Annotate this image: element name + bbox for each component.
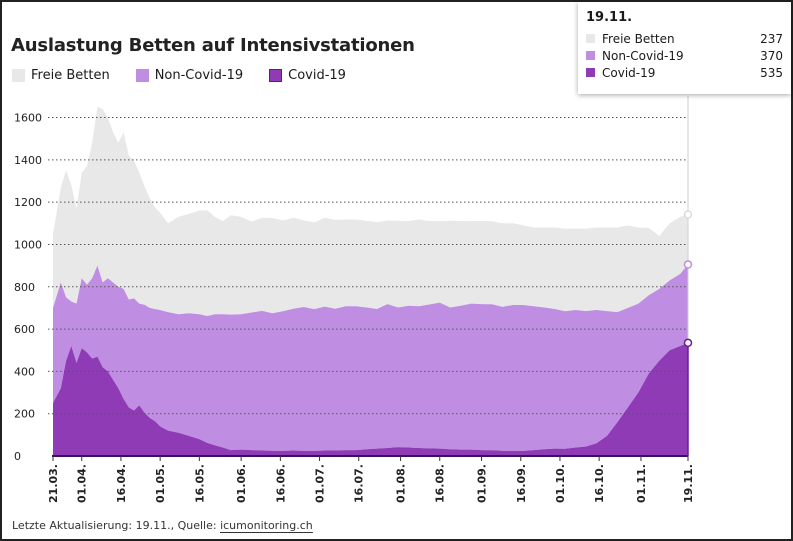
x-tick-label-14: 16.10. <box>593 464 606 503</box>
legend-item-freie-betten[interactable]: Freie Betten <box>12 68 110 83</box>
y-tick-label-1400: 1400 <box>14 154 42 167</box>
area-covid <box>53 342 688 456</box>
legend-label-covid: Covid-19 <box>288 68 346 83</box>
x-tick-label-5: 01.06. <box>235 464 248 503</box>
x-tick-label-3: 01.05. <box>154 464 167 503</box>
x-tick-label-7: 01.07. <box>314 464 327 503</box>
x-tick-label-1: 01.04. <box>76 464 89 503</box>
tooltip-row-covid: Covid-19 535 <box>586 64 783 81</box>
legend-label-non-covid: Non-Covid-19 <box>154 68 244 83</box>
legend: Freie Betten Non-Covid-19 Covid-19 <box>12 68 372 83</box>
y-tick-label-400: 400 <box>14 365 35 378</box>
x-tick-label-2: 16.04. <box>115 464 128 503</box>
chart-title: Auslastung Betten auf Intensivstationen <box>11 35 415 56</box>
tooltip-row-freie-betten: Freie Betten 237 <box>586 30 783 47</box>
footer-update-text: Letzte Aktualisierung: 19.11., Quelle: <box>12 519 221 532</box>
y-tick-label-1600: 1600 <box>14 112 42 125</box>
legend-item-non-covid[interactable]: Non-Covid-19 <box>135 68 244 83</box>
tooltip-date: 19.11. <box>586 10 633 25</box>
tooltip-swatch-covid <box>586 68 595 77</box>
tooltip-label-non-covid: Non-Covid-19 <box>602 48 684 63</box>
y-tick-label-800: 800 <box>14 281 35 294</box>
y-tick-label-600: 600 <box>14 323 35 336</box>
x-tick-label-15: 01.11. <box>635 464 648 503</box>
tooltip-value-covid: 535 <box>760 65 783 80</box>
legend-swatch-non-covid <box>135 69 149 82</box>
tooltip: 19.11. Freie Betten 237 Non-Covid-19 370… <box>578 2 791 94</box>
tooltip-label-freie-betten: Freie Betten <box>602 31 675 46</box>
source-link[interactable]: icumonitoring.ch <box>220 519 313 533</box>
y-tick-label-1200: 1200 <box>14 196 42 209</box>
tooltip-swatch-freie-betten <box>586 34 595 43</box>
legend-item-covid[interactable]: Covid-19 <box>269 68 346 83</box>
legend-swatch-covid <box>269 69 283 82</box>
tooltip-value-non-covid: 370 <box>760 48 783 63</box>
area-freie-betten <box>53 106 688 316</box>
marker-non-covid <box>683 260 693 269</box>
x-tick-label-11: 01.09. <box>476 464 489 503</box>
marker-covid <box>683 338 693 348</box>
tooltip-swatch-non-covid <box>586 51 595 60</box>
x-tick-label-6: 16.06. <box>274 464 287 503</box>
tooltip-row-non-covid: Non-Covid-19 370 <box>586 47 783 64</box>
footer: Letzte Aktualisierung: 19.11., Quelle: i… <box>12 519 313 533</box>
legend-label-freie-betten: Freie Betten <box>31 68 110 83</box>
y-tick-label-0: 0 <box>14 450 21 463</box>
x-tick-label-8: 16.07. <box>353 464 366 503</box>
area-non-covid <box>53 264 688 451</box>
x-tick-label-4: 16.05. <box>193 464 206 503</box>
tooltip-value-freie-betten: 237 <box>760 31 783 46</box>
y-tick-label-1000: 1000 <box>14 238 42 251</box>
y-tick-label-200: 200 <box>14 408 35 421</box>
legend-swatch-freie-betten <box>12 69 25 82</box>
tooltip-label-covid: Covid-19 <box>602 65 656 80</box>
marker-freie-betten <box>683 210 693 219</box>
x-tick-label-0: 21.03. <box>47 464 60 503</box>
x-tick-label-10: 16.08. <box>434 464 447 503</box>
x-tick-label-9: 01.08. <box>395 464 408 503</box>
x-tick-label-12: 16.09. <box>515 464 528 503</box>
x-tick-label-16: 19.11. <box>682 464 695 503</box>
x-tick-label-13: 01.10. <box>554 464 567 503</box>
